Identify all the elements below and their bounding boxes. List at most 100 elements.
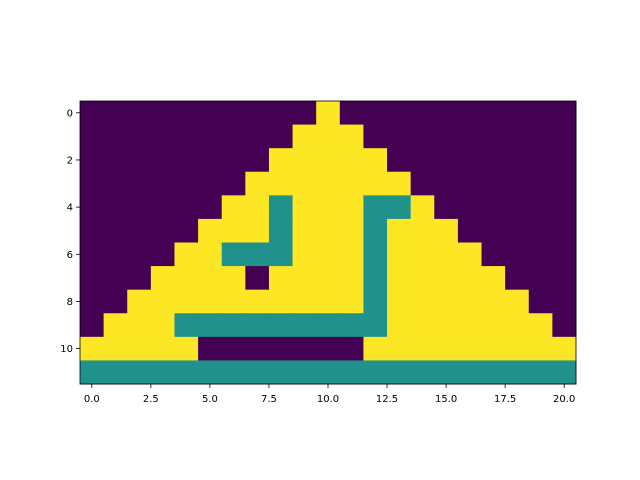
x-axis: 0.0 2.5 5.0 7.5 10.0 12.5 15.0 17.5 20.0 <box>84 384 575 405</box>
heatmap-cell <box>127 289 152 314</box>
y-tick-label: 10 <box>60 344 73 355</box>
heatmap-cell <box>434 242 459 267</box>
heatmap-cell <box>127 148 152 173</box>
heatmap-cell <box>481 313 506 338</box>
heatmap-cell <box>127 195 152 220</box>
heatmap-cell <box>528 148 553 173</box>
heatmap-cell <box>434 289 459 314</box>
x-tick-label: 10.0 <box>317 394 339 405</box>
heatmap-cell <box>552 289 577 314</box>
heatmap-cell <box>198 218 223 243</box>
heatmap-cell <box>150 266 175 291</box>
heatmap-cell <box>552 360 577 385</box>
heatmap-cell <box>198 148 223 173</box>
heatmap-cell <box>174 266 199 291</box>
heatmap-cell <box>268 336 294 361</box>
heatmap-cell <box>410 124 435 149</box>
heatmap-cell <box>363 124 388 149</box>
heatmap-cell <box>174 360 199 385</box>
heatmap-cell <box>363 218 388 243</box>
heatmap-cell <box>434 195 459 220</box>
heatmap-cell <box>316 289 341 314</box>
heatmap-cell <box>127 171 152 196</box>
heatmap-cell <box>363 266 388 291</box>
heatmap-cell <box>410 289 435 314</box>
heatmap-cell <box>174 124 199 149</box>
heatmap-cell <box>410 218 435 243</box>
heatmap-cell <box>245 313 270 338</box>
heatmap-cell <box>481 242 506 267</box>
heatmap-cell <box>434 266 459 291</box>
heatmap-cell <box>80 218 105 243</box>
heatmap-cell <box>434 360 459 385</box>
heatmap-cell <box>127 266 152 291</box>
heatmap-cell <box>505 313 530 338</box>
heatmap-cell <box>103 101 128 126</box>
heatmap-cell <box>339 336 364 361</box>
heatmap-cell <box>198 313 223 338</box>
heatmap-cell <box>103 171 128 196</box>
heatmap-cell <box>80 313 105 338</box>
heatmap-cell <box>268 101 294 126</box>
heatmap-cell <box>339 148 364 173</box>
heatmap-cell <box>434 101 459 126</box>
heatmap-cell <box>268 124 294 149</box>
heatmap-cell <box>127 242 152 267</box>
heatmap-cell <box>80 360 105 385</box>
heatmap-cell <box>339 242 364 267</box>
heatmap-cell <box>150 242 175 267</box>
heatmap-cell <box>316 242 341 267</box>
heatmap-cell <box>339 101 364 126</box>
heatmap-cell <box>198 289 223 314</box>
heatmap-cell <box>410 336 435 361</box>
heatmap-cell <box>80 195 105 220</box>
heatmap-cell <box>387 148 412 173</box>
heatmap-cell <box>528 289 553 314</box>
heatmap-cell <box>434 313 459 338</box>
heatmap-cell <box>292 289 317 314</box>
heatmap-cell <box>268 148 294 173</box>
heatmap-cell <box>457 124 483 149</box>
heatmap-cell <box>339 218 364 243</box>
heatmap-cell <box>292 124 317 149</box>
heatmap-cell <box>528 360 553 385</box>
heatmap-cell <box>505 101 530 126</box>
heatmap-cell <box>552 124 577 149</box>
heatmap-cell <box>552 313 577 338</box>
heatmap-cell <box>505 195 530 220</box>
heatmap-cell <box>103 148 128 173</box>
heatmap-cell <box>245 336 270 361</box>
heatmap-cell <box>552 242 577 267</box>
heatmap-cell <box>339 171 364 196</box>
heatmap-cell <box>481 266 506 291</box>
heatmap-cell <box>292 218 317 243</box>
heatmap-cell <box>292 242 317 267</box>
heatmap-cell <box>80 124 105 149</box>
heatmap-cell <box>80 266 105 291</box>
heatmap-cell <box>174 218 199 243</box>
heatmap-cell <box>387 101 412 126</box>
heatmap-cell <box>481 148 506 173</box>
heatmap-cell <box>103 242 128 267</box>
heatmap-cell <box>387 124 412 149</box>
heatmap-cell <box>410 195 435 220</box>
heatmap-cell <box>80 242 105 267</box>
heatmap-cell <box>505 171 530 196</box>
heatmap-cell <box>505 289 530 314</box>
heatmap-cell <box>221 218 246 243</box>
heatmap-cell <box>198 336 223 361</box>
heatmap-cell <box>339 360 364 385</box>
heatmap-cell <box>552 218 577 243</box>
heatmap-cell <box>245 148 270 173</box>
heatmap-cell <box>245 360 270 385</box>
heatmap-cell <box>363 148 388 173</box>
x-tick-label: 5.0 <box>202 394 218 405</box>
heatmap-cell <box>528 124 553 149</box>
y-tick-label: 8 <box>67 297 73 308</box>
heatmap-cell <box>221 336 246 361</box>
heatmap-cell <box>198 266 223 291</box>
heatmap-cell <box>221 242 246 267</box>
heatmap-cell <box>245 171 270 196</box>
heatmap-cell <box>552 266 577 291</box>
heatmap-cell <box>292 313 317 338</box>
